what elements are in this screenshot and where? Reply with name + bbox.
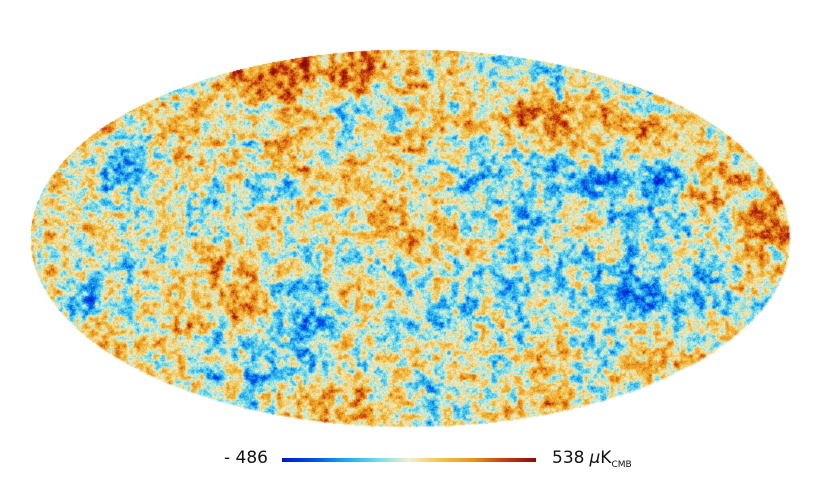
- unit-base: K: [600, 448, 612, 468]
- colorbar-max-label: 538 μKCMB: [552, 448, 632, 470]
- colorbar-min-label: - 486: [224, 448, 268, 468]
- colorbar-max-value: 538: [552, 448, 585, 468]
- colorbar-gradient: [282, 458, 536, 462]
- colorbar: - 486 538 μKCMB: [0, 444, 820, 484]
- unit-subscript: CMB: [611, 460, 632, 470]
- unit-symbol: μ: [589, 448, 601, 468]
- cmb-sky-map: [0, 0, 820, 440]
